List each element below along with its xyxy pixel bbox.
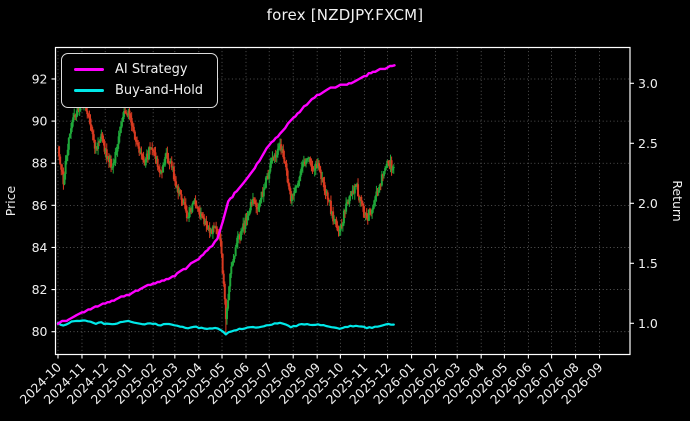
return-lines (56, 64, 396, 336)
y-left-tick-label: 86 (32, 198, 48, 213)
legend: AI Strategy Buy-and-Hold (61, 53, 219, 108)
legend-item-ai-strategy: AI Strategy (74, 62, 203, 77)
y-left-tick-label: 90 (32, 114, 48, 129)
buy-and-hold-line (56, 319, 395, 336)
y-right-tick-label: 3.0 (638, 76, 658, 91)
axes-frame (54, 46, 631, 356)
y-left-tick-label: 88 (32, 156, 48, 171)
legend-label: AI Strategy (115, 62, 188, 77)
legend-label: Buy-and-Hold (115, 83, 204, 98)
legend-line-swatch (74, 88, 104, 93)
y-left-axis-title: Price (3, 185, 18, 216)
plot-border (54, 46, 631, 356)
axis-labels: Price Return (3, 180, 685, 221)
axis-ticks: 2024-102024-112024-122025-012025-022025-… (17, 71, 658, 407)
y-right-axis-title: Return (670, 180, 685, 221)
y-left-tick-label: 92 (32, 71, 48, 86)
price-candles (58, 93, 395, 334)
ai-strategy-line (56, 64, 396, 325)
chart-title: forex [NZDJPY.FXCM] (266, 6, 424, 24)
legend-line-swatch (74, 67, 104, 72)
y-left-tick-label: 84 (32, 240, 48, 255)
y-left-tick-label: 80 (32, 324, 48, 339)
y-right-tick-label: 1.5 (638, 256, 658, 271)
y-right-tick-label: 2.0 (638, 196, 658, 211)
legend-item-buy-and-hold: Buy-and-Hold (74, 83, 203, 98)
y-right-tick-label: 1.0 (638, 316, 658, 331)
y-right-tick-label: 2.5 (638, 136, 658, 151)
y-left-tick-label: 82 (32, 282, 48, 297)
